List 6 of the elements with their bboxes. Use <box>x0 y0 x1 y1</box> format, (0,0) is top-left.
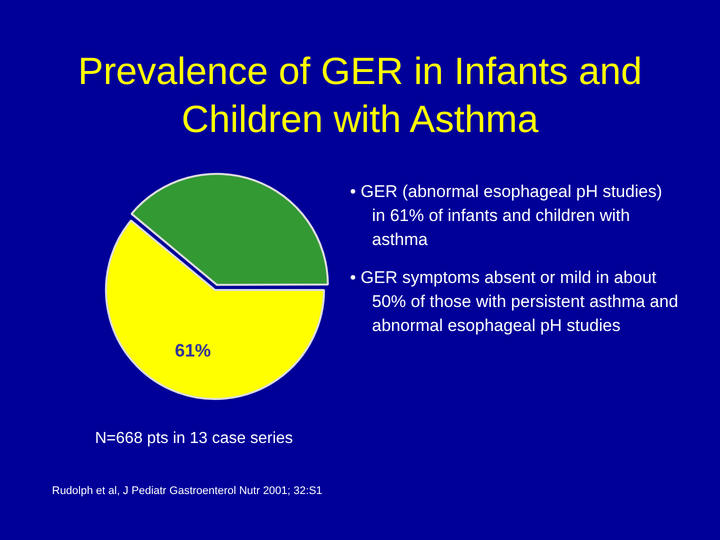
text: • GER (abnormal esophageal pH studies) in 61% of infants and children with asthma <box>350 181 664 251</box>
text: N=668 pts in 13 case series <box>95 430 293 448</box>
chart-title: Prevalence of GER in Infants and Children with Asthma <box>77 50 643 143</box>
text: Rudolph et al, J Pediatr Gastroenterol Nutr 2001; 32:S1 <box>52 485 322 497</box>
data-label: 61% <box>174 340 211 360</box>
text: • GER symptoms absent or mild in about 50% of those with persistent asthma and abnormal esophageal pH studies <box>350 267 680 337</box>
